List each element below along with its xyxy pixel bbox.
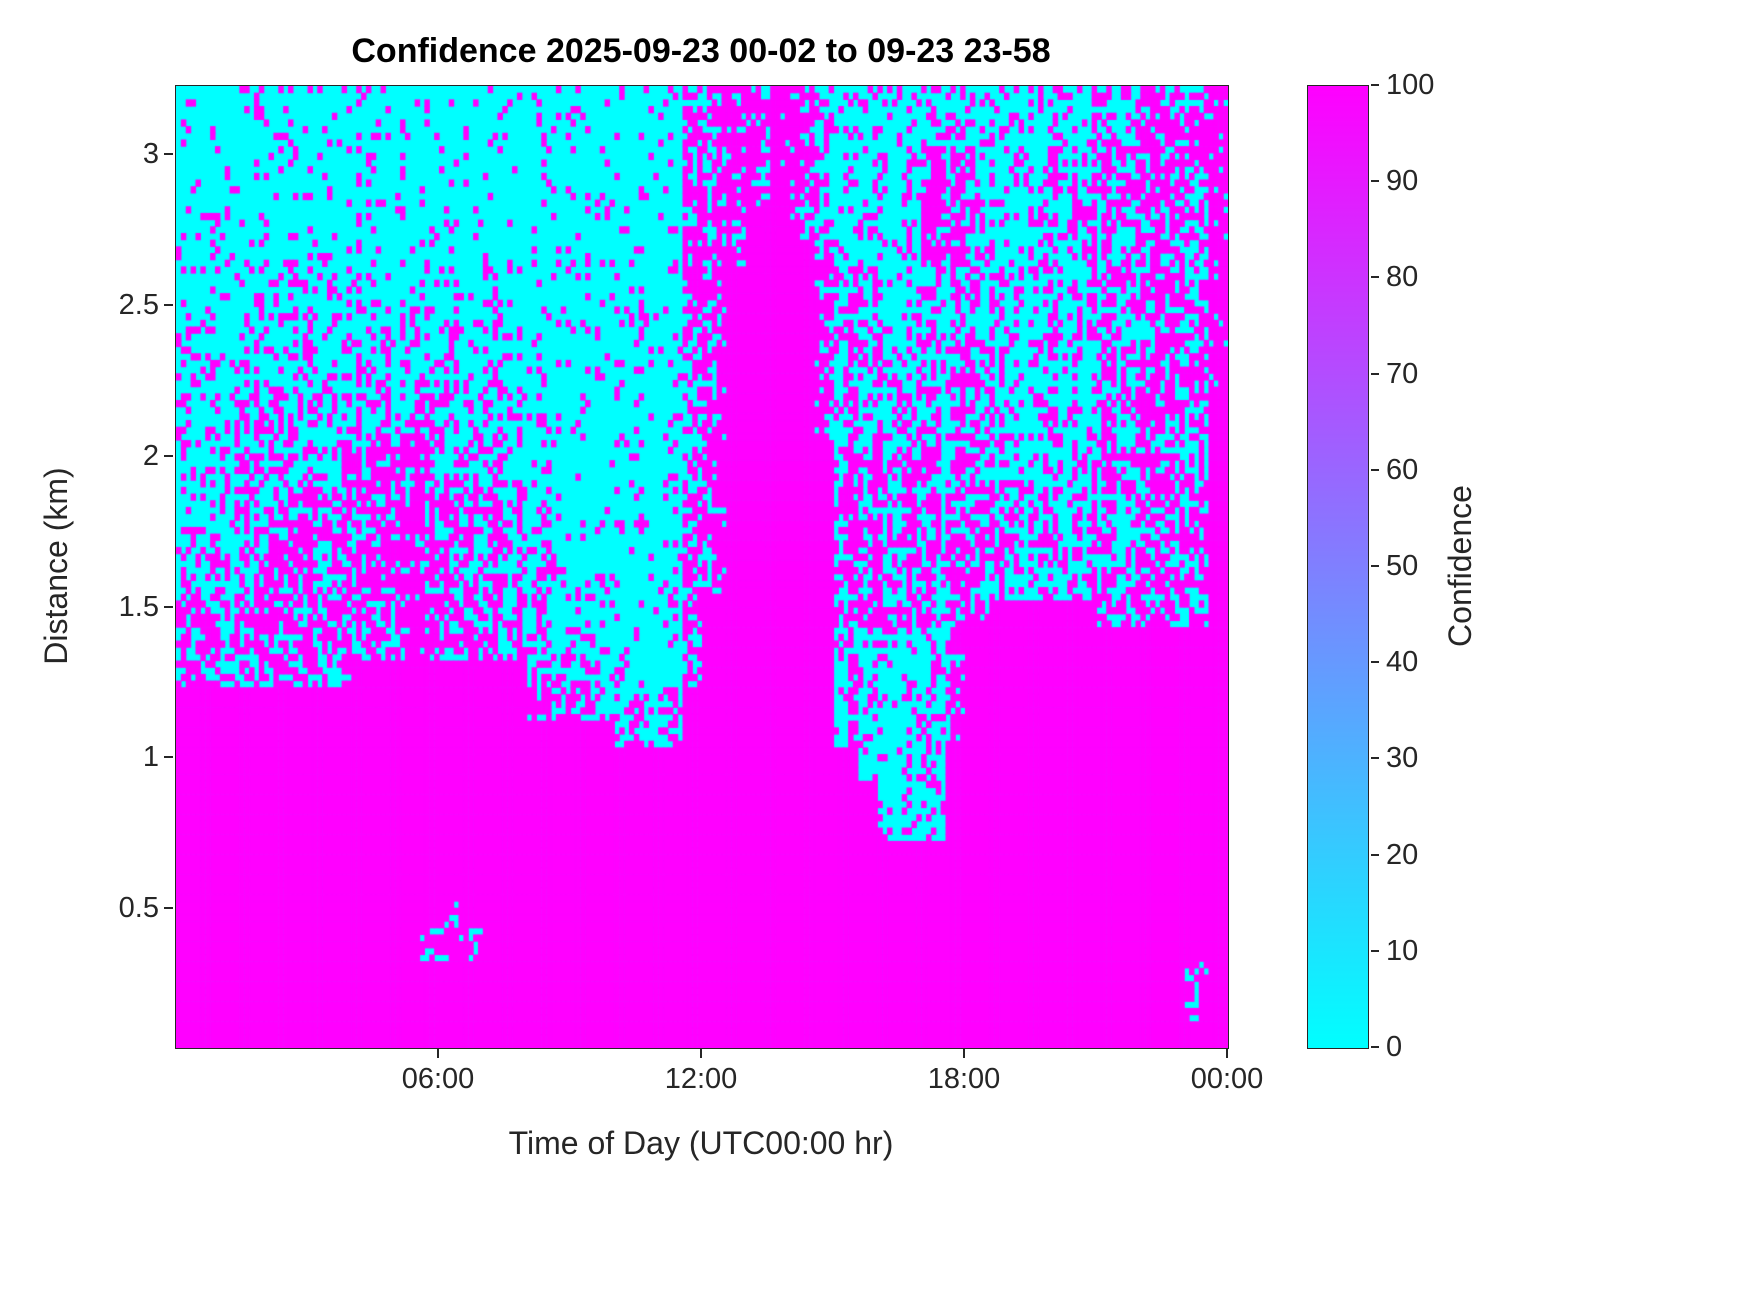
- y-tick-mark: [164, 153, 173, 156]
- x-tick-label: 18:00: [927, 1063, 1001, 1095]
- colorbar-tick-mark: [1371, 84, 1379, 86]
- x-tick-mark: [437, 1049, 439, 1058]
- y-tick-label: 3: [142, 138, 159, 171]
- y-tick-label: 2: [142, 439, 159, 472]
- colorbar-tick-mark: [1371, 372, 1379, 375]
- colorbar-tick-mark: [1371, 180, 1379, 183]
- colorbar-tick-label: 0: [1386, 1031, 1403, 1063]
- y-axis-label: Distance (km): [38, 467, 74, 665]
- x-tick-mark: [700, 1049, 702, 1058]
- y-tick-label: 1.5: [118, 590, 159, 623]
- y-tick-mark: [164, 304, 173, 307]
- colorbar-tick-label: 70: [1386, 357, 1419, 390]
- colorbar-tick-label: 90: [1386, 165, 1419, 198]
- y-tick-mark: [164, 907, 173, 910]
- y-tick-label: 2.5: [118, 289, 159, 322]
- colorbar-tick-mark: [1371, 468, 1379, 471]
- colorbar-tick-mark: [1371, 1046, 1379, 1048]
- y-tick-mark: [164, 454, 173, 457]
- y-tick-mark: [164, 605, 173, 608]
- colorbar-tick-label: 80: [1386, 261, 1419, 294]
- y-tick-label: 1: [142, 741, 159, 774]
- colorbar-tick-label: 10: [1386, 934, 1419, 967]
- colorbar-tick-label: 30: [1386, 742, 1419, 775]
- colorbar-tick-mark: [1371, 661, 1379, 664]
- colorbar-tick-mark: [1371, 949, 1379, 952]
- colorbar-tick-label: 60: [1386, 453, 1419, 486]
- y-tick-label: 0.5: [118, 892, 159, 925]
- colorbar-tick-label: 100: [1386, 69, 1435, 101]
- colorbar-tick-label: 50: [1386, 550, 1419, 582]
- x-tick-label: 00:00: [1190, 1063, 1264, 1095]
- colorbar-tick-mark: [1371, 565, 1379, 567]
- x-tick-label: 06:00: [401, 1063, 475, 1095]
- colorbar-tick-label: 20: [1386, 838, 1419, 871]
- x-tick-mark: [1226, 1049, 1228, 1058]
- heatmap-canvas: [176, 86, 1228, 1048]
- colorbar-gradient: [1308, 86, 1368, 1048]
- colorbar-tick-label: 40: [1386, 646, 1419, 679]
- y-tick-mark: [164, 756, 173, 759]
- colorbar-tick-mark: [1371, 757, 1379, 760]
- x-tick-mark: [963, 1049, 965, 1058]
- chart-title: Confidence 2025-09-23 00-02 to 09-23 23-…: [351, 32, 1051, 70]
- colorbar: [1307, 85, 1369, 1049]
- colorbar-tick-mark: [1371, 853, 1379, 856]
- x-tick-label: 12:00: [664, 1063, 738, 1095]
- x-axis-label: Time of Day (UTC00:00 hr): [508, 1125, 894, 1161]
- colorbar-tick-mark: [1371, 276, 1379, 279]
- plot-area: [175, 85, 1229, 1049]
